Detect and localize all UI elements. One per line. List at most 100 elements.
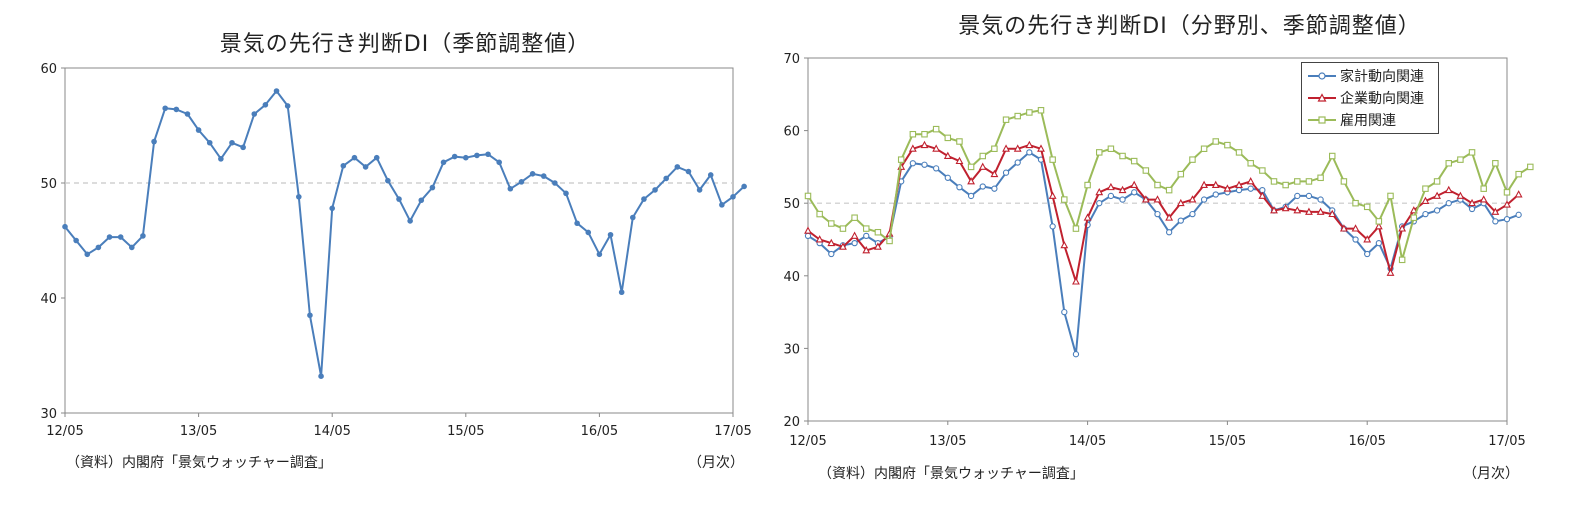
- data-point: [507, 185, 514, 192]
- data-point: [1514, 190, 1523, 198]
- plot-frame: [807, 57, 1508, 422]
- data-point: [485, 151, 491, 158]
- data-point: [284, 103, 291, 109]
- data-point: [451, 153, 458, 160]
- line-chart-by-sector: 20 30 40 50 60 70 12/05 13/05 14/05 15/05 16/05 17/…: [783, 52, 1534, 449]
- data-point: [1351, 224, 1360, 232]
- y-tick-label: 30: [40, 407, 57, 422]
- data-point: [1095, 187, 1104, 196]
- data-point: [1317, 196, 1324, 203]
- source-note: （資料）内閣府「景気ウォッチャー調査」: [818, 466, 1084, 482]
- data-point: [1013, 144, 1022, 152]
- x-tick-label: 17/05: [1488, 434, 1525, 449]
- chart-title: 景気の先行き判断DI（分野別、季節調整値）: [958, 14, 1421, 39]
- data-point: [1433, 178, 1441, 185]
- data-point: [909, 160, 916, 167]
- data-point: [1061, 196, 1068, 203]
- data-point: [851, 239, 858, 247]
- data-point: [607, 231, 614, 238]
- data-point: [979, 183, 986, 190]
- data-point: [1305, 207, 1313, 215]
- data-point: [73, 237, 79, 244]
- data-point: [1235, 186, 1243, 194]
- data-point: [251, 111, 258, 117]
- legend-item: 企業動向関連: [1308, 87, 1424, 109]
- data-point: [563, 190, 569, 197]
- data-point: [979, 152, 987, 160]
- x-unit-label: （月次）: [688, 455, 744, 471]
- data-point: [1352, 199, 1359, 207]
- data-point: [1515, 211, 1522, 218]
- data-point: [1154, 210, 1161, 218]
- data-point: [440, 159, 447, 166]
- data-point: [932, 165, 940, 172]
- data-point: [1026, 149, 1033, 156]
- data-point: [1096, 200, 1103, 207]
- data-point: [1270, 178, 1278, 185]
- data-point: [1224, 141, 1231, 149]
- data-point: [1445, 200, 1452, 207]
- data-point: [1026, 109, 1033, 116]
- data-point: [955, 156, 964, 165]
- series-line: [64, 90, 745, 378]
- data-point: [340, 162, 347, 169]
- data-point: [839, 225, 847, 232]
- x-tick-label: 17/05: [714, 424, 751, 439]
- legend-item: 雇用関連: [1308, 109, 1396, 131]
- data-point: [1130, 180, 1139, 188]
- data-point: [296, 194, 302, 200]
- data-point: [1119, 196, 1126, 203]
- data-point: [1410, 214, 1418, 221]
- data-point: [518, 179, 525, 185]
- data-point: [1083, 213, 1092, 221]
- chart-panel-left: 景気の先行き判断DI（季節調整値） 30 40 50 60 12/05 13/05 14/0…: [40, 32, 751, 471]
- data-point: [1084, 181, 1091, 189]
- data-point: [967, 163, 975, 171]
- data-point: [1503, 200, 1511, 208]
- data-point: [1468, 198, 1476, 207]
- data-point: [921, 130, 928, 138]
- data-point: [407, 218, 413, 224]
- data-point: [1223, 184, 1232, 192]
- data-point: [1492, 218, 1499, 225]
- data-point: [429, 184, 436, 191]
- data-point: [1154, 181, 1161, 189]
- data-point: [240, 144, 246, 151]
- data-point: [1468, 149, 1476, 156]
- data-point: [1444, 185, 1453, 194]
- x-tick-label: 14/05: [1069, 434, 1106, 449]
- data-point: [1294, 178, 1301, 185]
- data-point: [1339, 224, 1348, 232]
- x-unit-label: （月次）: [1463, 466, 1519, 482]
- data-point: [1479, 195, 1488, 203]
- data-point: [373, 154, 380, 161]
- legend-swatch: [1308, 116, 1336, 124]
- data-point: [886, 237, 893, 245]
- data-point: [1282, 181, 1289, 189]
- data-point: [229, 139, 235, 146]
- data-point: [195, 127, 202, 133]
- data-point: [874, 228, 882, 236]
- data-point: [696, 187, 703, 193]
- data-point: [1258, 191, 1267, 199]
- data-point: [1037, 144, 1045, 152]
- data-point: [1480, 185, 1487, 192]
- data-point: [1375, 239, 1382, 247]
- data-point: [1503, 216, 1511, 223]
- data-point: [1165, 229, 1173, 236]
- data-point: [1246, 177, 1255, 185]
- data-point: [730, 194, 736, 200]
- data-point: [1352, 236, 1359, 243]
- data-point: [1131, 189, 1138, 196]
- data-point: [944, 134, 952, 142]
- data-point: [117, 234, 124, 240]
- y-tick-label: 40: [40, 292, 57, 307]
- line-chart-overall: 30 40 50 60 12/05 13/05 14/05 15/05 16/05 17/05: [40, 62, 751, 439]
- data-point: [1492, 160, 1499, 167]
- series-line: [807, 151, 1519, 356]
- data-point: [1374, 222, 1383, 230]
- data-point: [674, 164, 681, 170]
- data-point: [1188, 195, 1197, 203]
- source-note: （資料）内閣府「景気ウォッチャー調査」: [66, 455, 332, 471]
- data-point: [1293, 206, 1302, 214]
